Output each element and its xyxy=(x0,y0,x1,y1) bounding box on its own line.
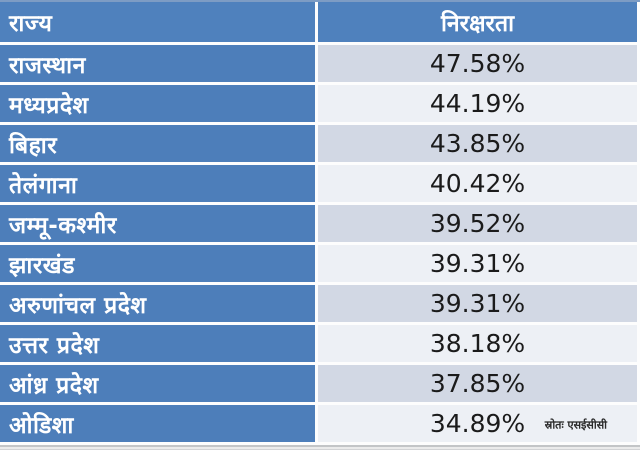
state-name-cell: ओडिशा xyxy=(0,405,318,442)
source-note: स्रोतः एसईसीसी xyxy=(544,418,607,432)
illiteracy-value-cell: 40.42% xyxy=(318,165,640,202)
table-row: ओडिशा 34.89% स्रोतः एसईसीसी xyxy=(0,405,640,445)
illiteracy-value-cell: 34.89% स्रोतः एसईसीसी xyxy=(318,405,640,442)
state-name-cell: झारखंड xyxy=(0,245,318,282)
table-row: बिहार 43.85% xyxy=(0,125,640,165)
table-row: अरुणांचल प्रदेश 39.31% xyxy=(0,285,640,325)
state-name-cell: उत्तर प्रदेश xyxy=(0,325,318,362)
table-row: जम्मू-कश्मीर 39.52% xyxy=(0,205,640,245)
table-row: तेलंगाना 40.42% xyxy=(0,165,640,205)
table-row: झारखंड 39.31% xyxy=(0,245,640,285)
illiteracy-value-cell: 47.58% xyxy=(318,45,640,82)
table-row: उत्तर प्रदेश 38.18% xyxy=(0,325,640,365)
state-name-cell: मध्यप्रदेश xyxy=(0,85,318,122)
state-name-cell: राजस्थान xyxy=(0,45,318,82)
state-name-cell: आंध्र प्रदेश xyxy=(0,365,318,402)
illiteracy-value-cell: 43.85% xyxy=(318,125,640,162)
table-row: मध्यप्रदेश 44.19% xyxy=(0,85,640,125)
illiteracy-value-cell: 44.19% xyxy=(318,85,640,122)
illiteracy-value-cell: 37.85% xyxy=(318,365,640,402)
table-body: राजस्थान 47.58% मध्यप्रदेश 44.19% बिहार 43.85… xyxy=(0,45,640,445)
illiteracy-value-cell: 39.31% xyxy=(318,285,640,322)
bottom-edge-strip xyxy=(0,445,640,450)
table-header-row: राज्य निरक्षरता xyxy=(0,0,640,45)
state-name-cell: बिहार xyxy=(0,125,318,162)
state-name-cell: अरुणांचल प्रदेश xyxy=(0,285,318,322)
state-name-cell: तेलंगाना xyxy=(0,165,318,202)
column-header-illiteracy: निरक्षरता xyxy=(318,2,640,42)
table-row: राजस्थान 47.58% xyxy=(0,45,640,85)
table-row: आंध्र प्रदेश 37.85% xyxy=(0,365,640,405)
illiteracy-value-cell: 38.18% xyxy=(318,325,640,362)
column-header-state: राज्य xyxy=(0,2,318,42)
illiteracy-value-cell: 39.31% xyxy=(318,245,640,282)
illiteracy-value-cell: 39.52% xyxy=(318,205,640,242)
state-name-cell: जम्मू-कश्मीर xyxy=(0,205,318,242)
